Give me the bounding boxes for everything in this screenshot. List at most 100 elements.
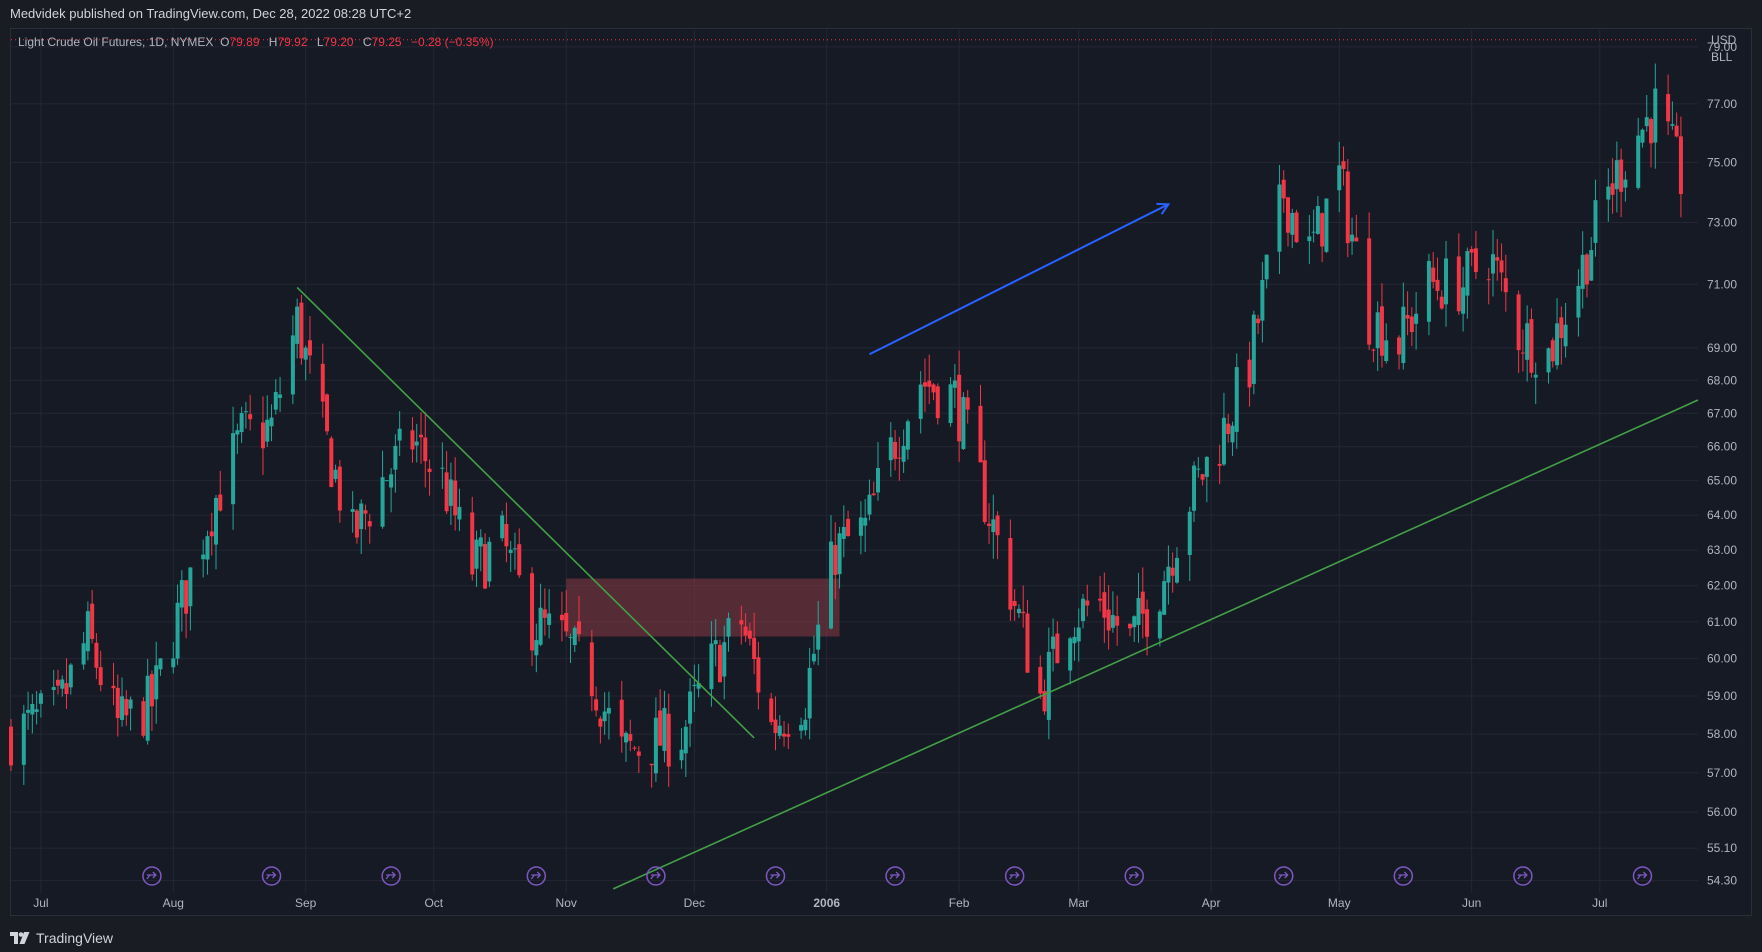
candle [337, 460, 342, 523]
candle-body [1132, 616, 1137, 628]
candle [875, 442, 880, 501]
candle-body [636, 751, 641, 756]
brand-name[interactable]: TradingView [36, 930, 114, 946]
event-marker-icon[interactable] [1124, 866, 1144, 886]
candle-body [662, 707, 667, 751]
candle-body [1503, 278, 1508, 293]
candle-body [120, 696, 125, 720]
event-marker-circle [1513, 866, 1533, 886]
event-marker-icon[interactable] [885, 866, 905, 886]
candle [243, 401, 248, 429]
candle [722, 625, 727, 700]
event-marker-icon[interactable] [1273, 866, 1294, 886]
candle-body [1080, 598, 1085, 622]
event-marker-icon[interactable] [765, 866, 786, 886]
candle-body [1076, 627, 1081, 642]
candle [1593, 179, 1598, 257]
time-tick-label: 2006 [813, 896, 840, 910]
candle [1653, 63, 1658, 169]
event-marker-circle [1273, 866, 1294, 886]
candle-body [1379, 306, 1384, 356]
candle [1251, 310, 1256, 395]
event-marker-icon[interactable] [526, 866, 547, 886]
event-marker-icon[interactable] [381, 866, 401, 886]
candle-body [1469, 249, 1474, 253]
candle [1204, 456, 1209, 503]
candle [952, 363, 957, 409]
candle [756, 641, 761, 710]
candle-body [60, 679, 65, 689]
candle [1371, 348, 1376, 363]
candle-body [726, 618, 731, 637]
price-tick-label: 60.00 [1707, 652, 1737, 666]
event-marker-icon[interactable] [646, 866, 666, 886]
symbol-legend[interactable]: Light Crude Oil Futures, 1D, NYMEX O79.8… [18, 34, 494, 50]
candle-body [978, 405, 983, 463]
event-marker-circle [1004, 866, 1025, 886]
candle [427, 459, 432, 496]
candle-body [487, 541, 492, 582]
candle-body [1345, 171, 1350, 244]
price-tick-label: 58.00 [1707, 727, 1737, 741]
candle [589, 629, 594, 712]
candle-body [1260, 279, 1265, 321]
event-marker-icon[interactable] [1393, 866, 1414, 886]
candle-body [1025, 613, 1030, 673]
event-marker-icon[interactable] [1513, 866, 1533, 886]
candle-body [115, 687, 120, 719]
candle-body [1653, 88, 1658, 143]
candle [1038, 655, 1043, 700]
currency-unit[interactable]: USD BLL [1711, 32, 1736, 66]
candle [478, 529, 483, 572]
candle [201, 539, 206, 578]
price-tick-label: 73.00 [1707, 216, 1737, 230]
candle [1115, 595, 1120, 646]
candle [1247, 341, 1252, 407]
candle [628, 719, 633, 752]
time-tick-label: May [1328, 896, 1351, 910]
candle-body [679, 749, 684, 761]
candle [688, 678, 693, 747]
event-marker-icon[interactable] [142, 866, 162, 886]
candle [1307, 214, 1312, 265]
event-marker-icon[interactable] [1004, 866, 1025, 886]
candle-body [154, 665, 159, 700]
candle [1444, 240, 1449, 327]
tradingview-logo-icon[interactable] [10, 932, 30, 944]
candle [320, 343, 325, 418]
candle-body [1444, 258, 1449, 305]
candle-body [1068, 638, 1073, 671]
candle [504, 502, 509, 563]
unit-label: BLL [1711, 50, 1733, 64]
candle-body [1324, 198, 1329, 252]
candle-body [1375, 312, 1380, 349]
candle-body [389, 474, 394, 488]
candle-body [1431, 267, 1436, 282]
event-marker-arrow [266, 871, 277, 880]
time-tick-label: Nov [556, 896, 577, 910]
candle-body [1106, 609, 1111, 631]
candle [1337, 141, 1342, 213]
candle-body [1315, 206, 1320, 234]
event-marker-icon[interactable] [261, 866, 282, 886]
candle [918, 371, 923, 434]
candle [354, 508, 359, 544]
candle-body [1580, 254, 1585, 289]
candle [619, 680, 624, 753]
candle [1264, 254, 1269, 289]
candle [1678, 116, 1683, 218]
candle [1140, 567, 1145, 639]
candle [500, 510, 505, 542]
event-marker-icon[interactable] [1632, 866, 1653, 886]
candle [363, 504, 368, 530]
candle [1166, 545, 1171, 605]
event-marker-arrow [385, 871, 397, 880]
symbol-name[interactable]: Light Crude Oil Futures, 1D, NYMEX [18, 35, 214, 49]
candle-body [948, 384, 953, 424]
candle [897, 436, 902, 481]
candle [171, 641, 176, 674]
candle-body [299, 302, 304, 359]
candle-body [1115, 616, 1120, 626]
candle-body [1674, 125, 1679, 137]
